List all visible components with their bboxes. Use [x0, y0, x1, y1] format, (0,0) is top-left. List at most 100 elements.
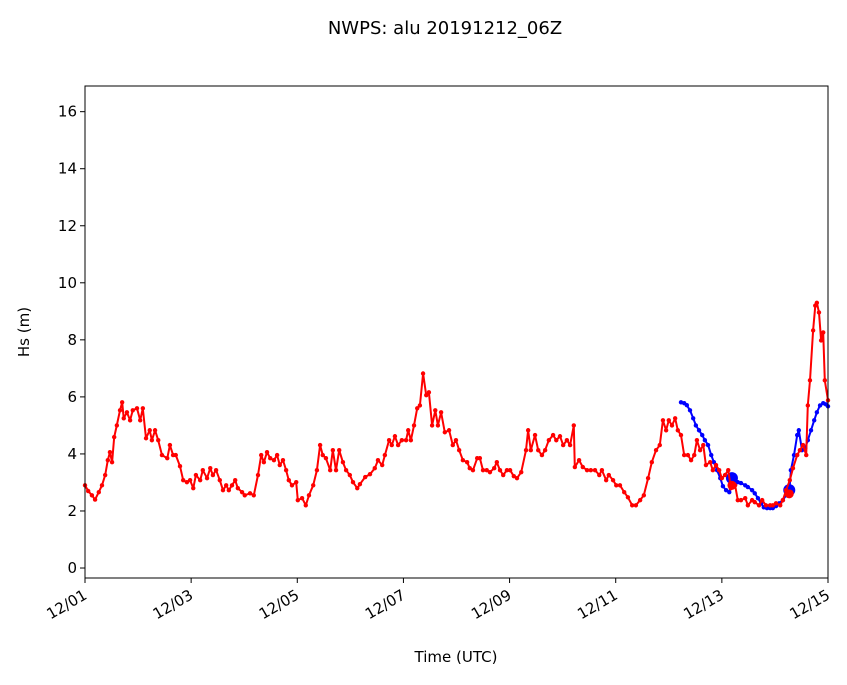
data-point-observed: [386, 438, 392, 443]
data-point-observed: [403, 438, 409, 443]
x-tick-label: 12/15: [787, 586, 833, 623]
y-tick-label: 0: [67, 559, 77, 577]
data-point-observed: [367, 471, 373, 477]
data-point-observed: [210, 472, 216, 478]
data-point-observed: [822, 378, 828, 383]
data-point-observed: [289, 483, 295, 488]
data-point-observed: [197, 477, 203, 483]
data-point-observed: [477, 456, 483, 461]
data-point-model: [720, 483, 726, 489]
data-point-observed: [109, 460, 115, 465]
x-axis: 12/01 12/03 12/05 12/07 12/09 12/11 12/13 12/15: [44, 578, 833, 623]
data-point-observed: [660, 418, 666, 423]
data-point-observed: [657, 442, 662, 448]
data-point-observed: [286, 477, 291, 483]
data-point-observed: [143, 436, 149, 441]
data-point-observed: [697, 448, 703, 453]
data-point-observed: [375, 458, 381, 463]
data-point-observed: [599, 467, 605, 473]
data-point-observed: [821, 330, 826, 335]
data-point-observed: [797, 448, 803, 453]
data-point-model: [690, 416, 696, 421]
data-point-observed: [717, 467, 722, 473]
data-point-observed: [357, 481, 363, 487]
data-point-observed: [800, 442, 806, 448]
data-point-observed: [173, 452, 178, 458]
data-point-observed: [438, 410, 444, 415]
data-point-observed: [550, 432, 556, 438]
data-point-observed: [333, 467, 339, 473]
data-point-model: [700, 432, 705, 438]
data-point-observed: [187, 477, 193, 483]
series-observed: [82, 300, 831, 508]
data-point-observed: [283, 467, 289, 473]
data-point-observed: [96, 489, 101, 495]
data-point-model: [705, 442, 711, 448]
data-point-observed: [280, 458, 286, 463]
data-point-model: [709, 452, 714, 458]
x-tick-label: 12/03: [150, 586, 196, 623]
data-point-observed: [464, 460, 470, 465]
data-point-observed: [536, 448, 541, 453]
data-point-observed: [124, 410, 130, 415]
data-point-observed: [467, 465, 472, 471]
data-point-observed: [685, 452, 691, 458]
data-point-observed: [701, 442, 706, 448]
data-point-model: [727, 489, 732, 495]
data-point-observed: [629, 503, 635, 508]
data-point-observed: [722, 472, 728, 478]
data-point-observed: [681, 452, 687, 458]
data-point-observed: [588, 467, 593, 473]
data-point-observed: [99, 483, 105, 488]
data-point-observed: [678, 432, 684, 438]
data-point-observed: [763, 503, 769, 508]
data-point-observed: [726, 467, 731, 473]
data-point-observed: [235, 485, 241, 491]
data-point-observed: [382, 452, 388, 458]
data-point-observed: [790, 465, 796, 471]
y-tick-label: 16: [58, 103, 77, 121]
data-point-observed: [446, 428, 452, 433]
data-point-model: [745, 484, 751, 490]
data-point-observed: [576, 458, 582, 463]
data-point-observed: [653, 448, 659, 453]
data-point-model: [814, 410, 820, 415]
data-point-observed: [597, 472, 602, 478]
data-point-observed: [165, 456, 170, 461]
data-point-observed: [501, 472, 506, 478]
data-point-observed: [738, 497, 744, 503]
highlight-point-observed: [784, 489, 794, 499]
data-point-observed: [818, 338, 824, 343]
highlight-point-observed: [727, 480, 737, 490]
data-point-observed: [584, 467, 590, 473]
y-tick-label: 14: [58, 160, 77, 178]
data-point-observed: [121, 416, 126, 421]
data-point-observed: [429, 423, 435, 428]
data-point-observed: [735, 497, 740, 503]
data-point-observed: [261, 460, 267, 465]
data-point-observed: [669, 423, 675, 428]
data-point-observed: [347, 472, 353, 478]
data-point-observed: [102, 472, 108, 478]
data-point-observed: [514, 475, 520, 481]
data-point-model: [808, 428, 814, 433]
data-point-observed: [226, 487, 232, 493]
data-point-observed: [745, 503, 751, 508]
data-point-observed: [525, 428, 531, 433]
data-point-observed: [804, 452, 809, 458]
data-point-observed: [491, 465, 497, 471]
data-point-model: [795, 432, 800, 438]
data-point-observed: [633, 503, 639, 508]
data-point-observed: [694, 438, 700, 443]
y-tick-label: 8: [67, 331, 77, 349]
data-point-observed: [610, 477, 616, 483]
data-point-observed: [614, 483, 619, 488]
data-point-observed: [303, 503, 308, 508]
data-point-observed: [507, 467, 513, 473]
data-point-observed: [251, 493, 256, 498]
data-point-observed: [114, 423, 120, 428]
data-point-observed: [564, 438, 570, 443]
data-point-observed: [130, 408, 135, 413]
y-tick-label: 2: [67, 502, 77, 520]
data-point-observed: [167, 442, 173, 448]
